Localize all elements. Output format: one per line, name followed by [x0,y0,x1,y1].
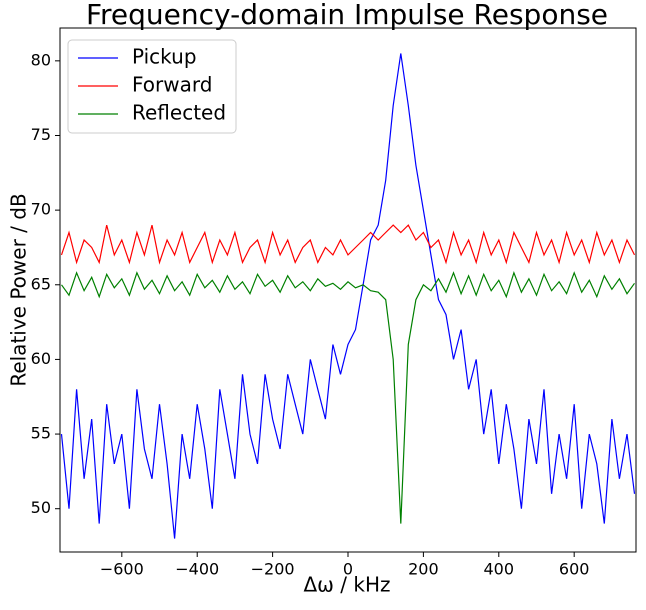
y-tick-label: 60 [31,349,51,368]
y-tick-label: 55 [31,424,51,443]
x-tick-label: 0 [343,560,353,579]
legend-label: Forward [132,73,212,97]
chart-title: Frequency-domain Impulse Response [86,0,608,31]
x-tick-label: −200 [251,560,295,579]
series-line [60,224,636,265]
x-axis-label: Δω / kHz [303,573,390,597]
y-tick-label: 50 [31,498,51,517]
legend-label: Reflected [132,101,226,125]
y-tick-label: 75 [31,125,51,144]
y-tick-label: 70 [31,200,51,219]
legend-label: Pickup [132,45,197,69]
y-axis-label: Relative Power / dB [7,193,31,386]
x-tick-label: 200 [408,560,439,579]
legend-box [67,39,237,134]
series-line [61,270,635,524]
y-tick-label: 80 [31,50,51,69]
x-tick-label: −400 [175,560,219,579]
x-tick-label: 600 [559,560,590,579]
y-tick-label: 65 [31,274,51,293]
x-tick-label: −600 [100,560,144,579]
x-tick-label: 400 [484,560,515,579]
series-line [60,53,636,539]
